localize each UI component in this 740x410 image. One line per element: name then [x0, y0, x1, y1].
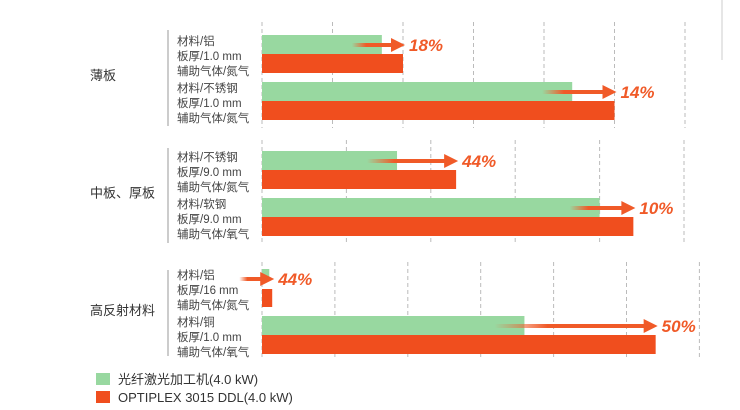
arrow-icon	[621, 201, 636, 215]
arrow-icon	[444, 154, 459, 168]
item-label-line: 材料/不锈钢	[177, 150, 238, 164]
group-label: 薄板	[90, 68, 116, 83]
arrow-shaft	[569, 206, 624, 210]
increase-label: 44%	[277, 270, 312, 289]
item-label-line: 板厚/9.0 mm	[177, 165, 242, 179]
bar-fiber	[262, 151, 398, 170]
arrow-icon	[643, 319, 658, 333]
legend-label-ddl: OPTIPLEX 3015 DDL(4.0 kW)	[118, 390, 293, 405]
item-label-line: 辅助气体/氧气	[177, 227, 250, 241]
bar-fiber	[262, 35, 382, 54]
item-label-line: 辅助气体/氮气	[177, 298, 250, 312]
group-label: 高反射材料	[90, 303, 155, 318]
legend: 光纤激光加工机(4.0 kW) OPTIPLEX 3015 DDL(4.0 kW…	[96, 372, 293, 405]
item-label-line: 材料/软钢	[177, 197, 226, 211]
item-label-line: 板厚/16 mm	[177, 283, 238, 297]
increase-label: 18%	[409, 36, 443, 55]
arrow-shaft	[239, 277, 263, 281]
item-label-line: 材料/铝	[177, 34, 215, 48]
bar-fiber	[262, 269, 270, 280]
item-label-line: 辅助气体/氮气	[177, 111, 250, 125]
arrow-icon	[602, 85, 617, 99]
item-label-line: 材料/铜	[177, 315, 215, 329]
bar-ddl	[262, 101, 615, 120]
arrow-icon	[260, 272, 275, 286]
arrow-shaft	[494, 324, 646, 328]
bar-fiber	[262, 316, 525, 335]
group-label: 中板、厚板	[90, 186, 155, 201]
arrow-shaft	[367, 159, 447, 163]
arrow-shaft	[351, 43, 393, 47]
item-label-line: 材料/铝	[177, 268, 215, 282]
item-label-line: 板厚/1.0 mm	[177, 330, 242, 344]
bar-ddl	[262, 335, 656, 354]
bar-ddl	[262, 170, 457, 189]
item-label-line: 辅助气体/氮气	[177, 180, 250, 194]
increase-label: 14%	[621, 83, 655, 102]
legend-swatch-ddl	[96, 391, 110, 403]
item-label-line: 辅助气体/氧气	[177, 345, 250, 359]
item-label-line: 板厚/1.0 mm	[177, 96, 242, 110]
increase-label: 50%	[662, 317, 696, 336]
arrow-icon	[391, 38, 405, 52]
arrow-shaft	[542, 90, 605, 94]
increase-label: 44%	[461, 152, 496, 171]
legend-label-fiber: 光纤激光加工机(4.0 kW)	[118, 372, 258, 387]
increase-label: 10%	[639, 199, 673, 218]
bar-fiber	[262, 198, 600, 217]
item-label-line: 辅助气体/氮气	[177, 64, 250, 78]
bar-ddl	[262, 289, 273, 307]
bar-fiber	[262, 82, 573, 101]
legend-swatch-fiber	[96, 373, 110, 385]
bar-ddl	[262, 54, 403, 73]
item-label-line: 材料/不锈钢	[177, 81, 238, 95]
item-label-line: 板厚/1.0 mm	[177, 49, 242, 63]
bar-ddl	[262, 217, 634, 236]
item-label-line: 板厚/9.0 mm	[177, 212, 242, 226]
